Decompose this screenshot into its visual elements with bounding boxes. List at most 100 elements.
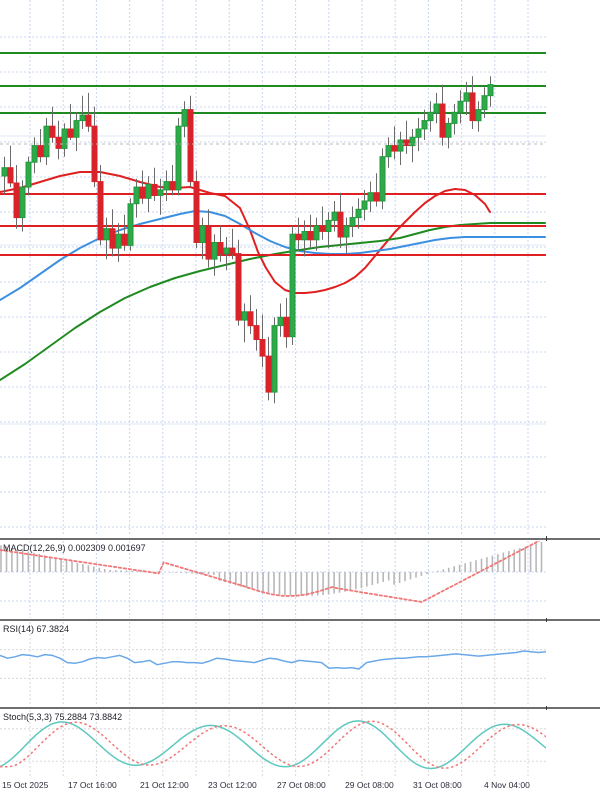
candlestick bbox=[19, 186, 26, 219]
candlestick bbox=[223, 247, 230, 255]
candlestick bbox=[103, 228, 110, 241]
candlestick bbox=[145, 183, 152, 199]
candlestick bbox=[55, 136, 62, 149]
candlestick bbox=[7, 167, 14, 184]
candlestick bbox=[361, 200, 368, 210]
candlestick bbox=[409, 136, 416, 147]
candlestick bbox=[169, 181, 176, 191]
candlestick bbox=[187, 109, 194, 183]
candlestick bbox=[97, 181, 104, 241]
candlestick bbox=[115, 233, 122, 249]
candlestick bbox=[253, 325, 260, 341]
rsi-axis: 10070300 bbox=[546, 622, 600, 706]
price-chart-panel[interactable] bbox=[0, 0, 546, 536]
candlestick bbox=[265, 355, 272, 393]
candlestick bbox=[373, 192, 380, 202]
candlestick bbox=[331, 211, 338, 221]
candlestick bbox=[271, 325, 278, 393]
time-axis-label: 29 Oct 08:00 bbox=[345, 780, 394, 790]
time-axis-label: 15 Oct 2025 bbox=[2, 780, 49, 790]
candlestick bbox=[403, 139, 410, 146]
candlestick bbox=[325, 219, 332, 232]
candlestick bbox=[181, 109, 188, 127]
rsi-panel[interactable] bbox=[0, 622, 546, 706]
time-axis-label: 23 Oct 12:00 bbox=[208, 780, 257, 790]
candlestick bbox=[193, 181, 200, 244]
candlestick bbox=[277, 316, 284, 327]
candlestick bbox=[313, 225, 320, 241]
candlestick bbox=[67, 128, 74, 138]
candlestick bbox=[85, 114, 92, 127]
rsi-label: RSI(14) 67.3824 bbox=[3, 624, 70, 634]
stoch-axis: 10080200 bbox=[546, 710, 600, 777]
candlestick bbox=[199, 225, 206, 243]
candlestick bbox=[127, 203, 134, 246]
candlestick bbox=[151, 183, 158, 196]
candlestick bbox=[61, 128, 68, 149]
candlestick bbox=[235, 253, 242, 321]
candlestick bbox=[397, 139, 404, 152]
candle-series bbox=[1, 76, 494, 404]
time-axis-label: 4 Nov 04:00 bbox=[484, 780, 530, 790]
candlestick bbox=[283, 316, 290, 338]
candlestick bbox=[343, 225, 350, 238]
candlestick bbox=[121, 233, 128, 246]
stoch-label: Stoch(5,3,3) 75.2884 73.8842 bbox=[3, 712, 123, 722]
candlestick bbox=[157, 189, 164, 196]
candlestick bbox=[37, 145, 44, 158]
time-axis-label: 17 Oct 16:00 bbox=[68, 780, 117, 790]
candlestick bbox=[91, 125, 98, 183]
time-axis-label: 27 Oct 08:00 bbox=[277, 780, 326, 790]
candlestick bbox=[295, 233, 302, 241]
candlestick bbox=[31, 145, 38, 163]
candlestick bbox=[367, 192, 374, 202]
stoch-k-line bbox=[0, 720, 546, 770]
macd-axis: 0.0025340.00-0.002416 bbox=[546, 541, 600, 618]
candlestick bbox=[391, 145, 398, 152]
candlestick bbox=[1, 167, 8, 177]
candlestick bbox=[13, 182, 20, 219]
candlestick bbox=[355, 208, 362, 219]
candlestick bbox=[79, 114, 86, 122]
candlestick bbox=[427, 111, 434, 122]
time-axis-label: 21 Oct 12:00 bbox=[140, 780, 189, 790]
candlestick bbox=[133, 186, 140, 205]
candlestick bbox=[43, 125, 50, 158]
panel-separator-macd bbox=[0, 538, 600, 540]
candlestick bbox=[469, 92, 476, 122]
panel-separator-stoch bbox=[0, 707, 600, 709]
time-axis-label: 31 Oct 08:00 bbox=[413, 780, 462, 790]
stoch-panel[interactable] bbox=[0, 710, 546, 777]
candlestick bbox=[379, 156, 386, 202]
macd-histogram bbox=[0, 542, 543, 596]
candlestick bbox=[481, 95, 488, 111]
price-chart-canvas bbox=[0, 0, 546, 536]
ma-slow-line bbox=[0, 222, 546, 381]
candlestick bbox=[211, 242, 218, 260]
candlestick bbox=[259, 339, 266, 357]
candlestick bbox=[451, 111, 458, 124]
ma-fast-line bbox=[0, 171, 491, 294]
macd-signal-line bbox=[0, 541, 541, 603]
macd-panel[interactable] bbox=[0, 541, 546, 618]
candlestick bbox=[337, 211, 344, 238]
candlestick bbox=[463, 92, 470, 102]
candlestick bbox=[175, 125, 182, 191]
panel-separator-rsi bbox=[0, 619, 600, 621]
candlestick bbox=[487, 84, 494, 97]
candlestick bbox=[139, 186, 146, 199]
candlestick bbox=[439, 103, 446, 138]
candlestick bbox=[49, 125, 56, 138]
candlestick bbox=[109, 228, 116, 249]
candlestick bbox=[307, 231, 314, 241]
time-axis[interactable]: 15 Oct 2025 17 Oct 16:00 21 Oct 12:00 23 Oc… bbox=[0, 777, 600, 794]
price-axis[interactable]: 1.417151.414651.413111.412151.411011.409… bbox=[546, 0, 600, 536]
candlestick bbox=[421, 120, 428, 130]
rsi-line bbox=[0, 650, 546, 670]
stoch-canvas bbox=[0, 710, 546, 777]
candlestick bbox=[457, 100, 464, 113]
candlestick bbox=[445, 122, 452, 138]
candlestick bbox=[475, 109, 482, 122]
macd-label: MACD(12,26,9) 0.002309 0.001697 bbox=[3, 543, 146, 553]
candlestick bbox=[217, 242, 224, 255]
